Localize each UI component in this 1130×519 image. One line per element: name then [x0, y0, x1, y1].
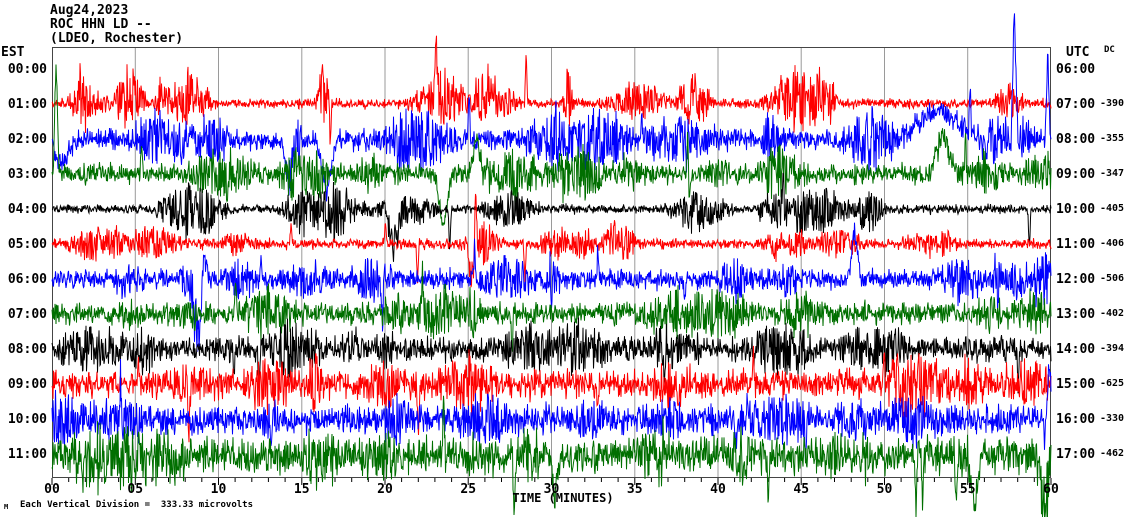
title-network-location: (LDEO, Rochester) — [50, 31, 184, 46]
dc-column-header: DC — [1104, 45, 1115, 55]
utc-label-1000: 10:00 — [1056, 202, 1096, 217]
x-tick-label-45: 45 — [793, 482, 810, 497]
dc-value-1000: -405 — [1100, 203, 1125, 214]
utc-label-0700: 07:00 — [1056, 97, 1096, 112]
dc-value-0700: -390 — [1100, 98, 1125, 109]
x-tick-label-50: 50 — [876, 482, 893, 497]
x-tick-label-60: 60 — [1043, 482, 1059, 497]
x-tick-label-15: 15 — [293, 482, 310, 497]
dc-value-1100: -406 — [1100, 238, 1125, 249]
est-label-0600: 06:00 — [7, 272, 47, 287]
dc-value-1400: -394 — [1100, 343, 1125, 354]
title-station-channel: ROC HHN LD -- — [50, 17, 152, 32]
right-axis-header-utc: UTC — [1066, 45, 1090, 60]
est-label-0400: 04:00 — [7, 202, 47, 217]
utc-label-0800: 08:00 — [1056, 132, 1096, 147]
x-tick-label-25: 25 — [460, 482, 477, 497]
utc-label-0900: 09:00 — [1056, 167, 1096, 182]
dc-value-1200: -506 — [1100, 273, 1125, 284]
dc-value-1700: -462 — [1100, 448, 1125, 459]
trace-1000est — [51, 358, 1052, 462]
trace-0300est — [51, 64, 1052, 226]
est-label-0200: 02:00 — [7, 132, 47, 147]
utc-label-1200: 12:00 — [1056, 272, 1096, 287]
dc-value-0900: -347 — [1100, 168, 1125, 179]
dc-value-1300: -402 — [1100, 308, 1125, 319]
dc-value-1500: -625 — [1100, 378, 1125, 389]
trace-0700est — [51, 260, 1052, 352]
trace-0100est — [51, 35, 1052, 145]
est-label-0500: 05:00 — [7, 237, 47, 252]
x-tick-label-20: 20 — [377, 482, 393, 497]
trace-1100est — [51, 395, 1052, 518]
x-tick-label-00: 00 — [44, 482, 60, 497]
x-tick-label-35: 35 — [626, 482, 643, 497]
x-tick-label-40: 40 — [710, 482, 726, 497]
micro-scale-glyph: M — [4, 503, 9, 511]
utc-label-1300: 13:00 — [1056, 307, 1096, 322]
x-tick-label-55: 55 — [959, 482, 976, 497]
dc-value-1600: -330 — [1100, 413, 1125, 424]
est-label-0300: 03:00 — [7, 167, 47, 182]
est-label-0800: 08:00 — [7, 342, 47, 357]
est-label-0000: 00:00 — [7, 62, 47, 77]
utc-label-1100: 11:00 — [1056, 237, 1096, 252]
utc-label-0600: 06:00 — [1056, 62, 1096, 77]
est-label-1100: 11:00 — [7, 447, 47, 462]
utc-label-1600: 16:00 — [1056, 412, 1096, 427]
trace-0500est — [51, 193, 1052, 288]
trace-0200est — [51, 13, 1052, 202]
x-tick-label-05: 05 — [127, 482, 144, 497]
utc-label-1500: 15:00 — [1056, 377, 1096, 392]
est-label-0900: 09:00 — [7, 377, 47, 392]
trace-0900est — [51, 345, 1052, 443]
x-tick-label-30: 30 — [543, 482, 560, 497]
utc-label-1700: 17:00 — [1056, 447, 1096, 462]
x-tick-label-10: 10 — [210, 482, 227, 497]
title-date: Aug24,2023 — [50, 3, 129, 18]
plot-border — [52, 47, 1051, 478]
est-label-0100: 01:00 — [7, 97, 47, 112]
x-axis-title: TIME (MINUTES) — [512, 491, 614, 505]
trace-0400est — [51, 172, 1052, 262]
dc-value-0800: -355 — [1100, 133, 1125, 144]
utc-label-1400: 14:00 — [1056, 342, 1096, 357]
vertical-division-footnote: Each Vertical Division = 333.33 microvol… — [20, 500, 253, 510]
left-axis-header-est: EST — [1, 45, 25, 60]
est-label-1000: 10:00 — [7, 412, 47, 427]
est-label-0700: 07:00 — [7, 307, 47, 322]
